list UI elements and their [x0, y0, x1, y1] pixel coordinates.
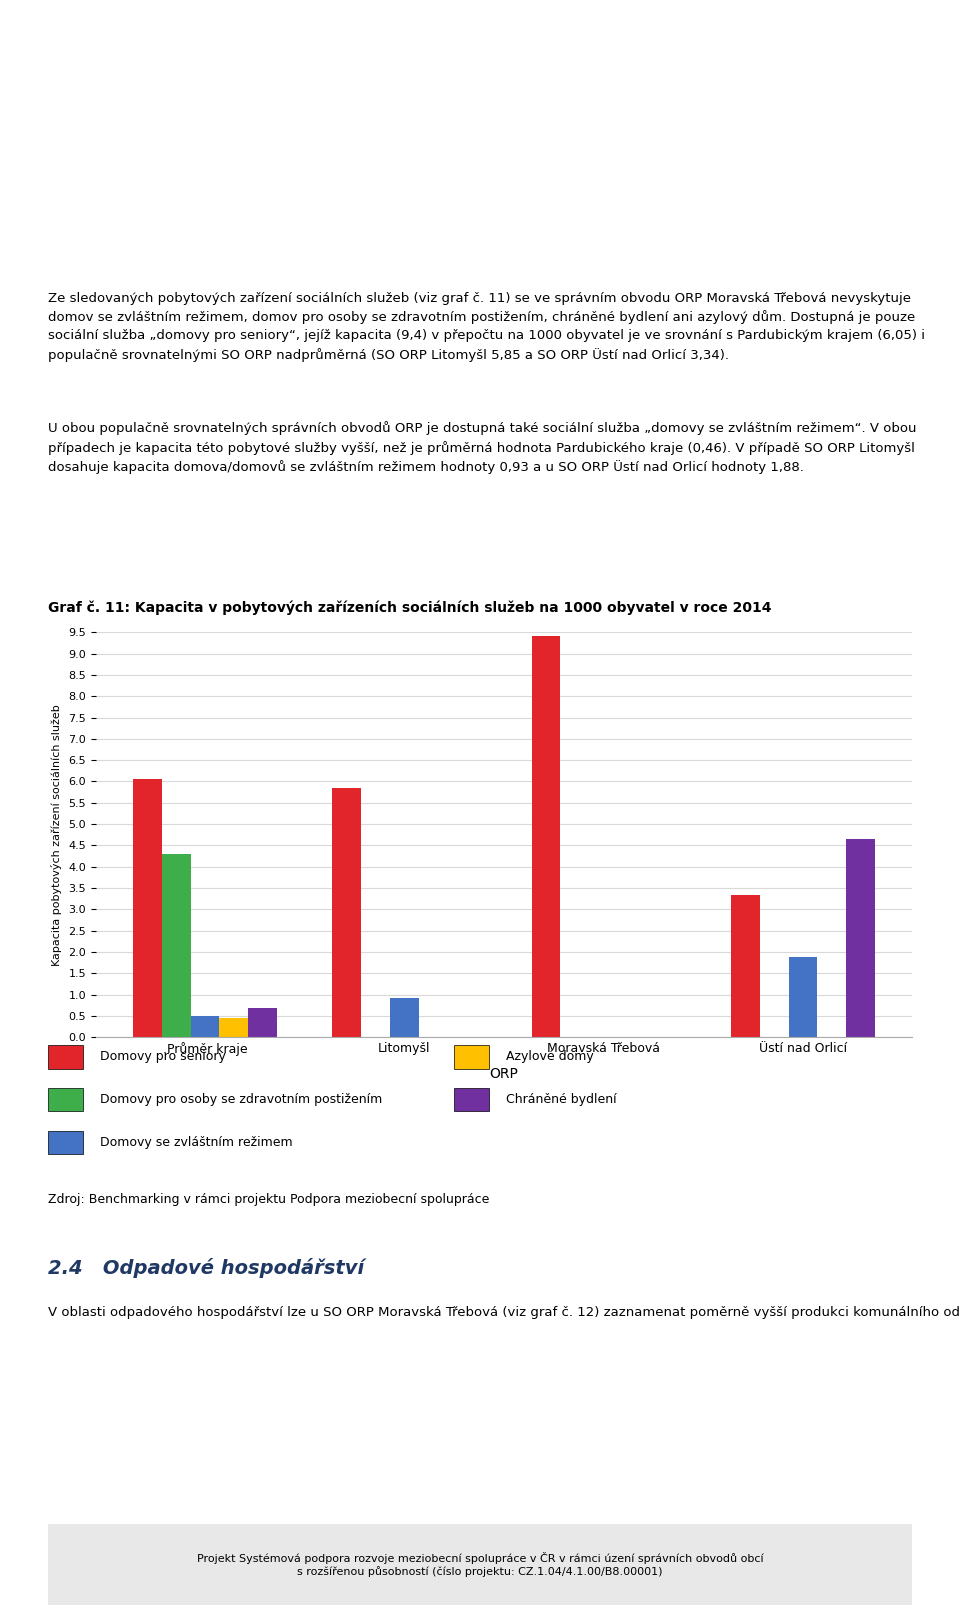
Text: Graf č. 11: Kapacita v pobytových zařízeních sociálních služeb na 1000 obyvatel : Graf č. 11: Kapacita v pobytových zaříze…: [48, 601, 772, 614]
Bar: [332, 788, 361, 1037]
Bar: [133, 780, 162, 1037]
Text: Domovy pro osoby se zdravotním postižením: Domovy pro osoby se zdravotním postižení…: [100, 1093, 382, 1106]
Text: 2.4   Odpadové hospodářství: 2.4 Odpadové hospodářství: [48, 1258, 364, 1279]
Bar: [191, 1016, 220, 1037]
FancyBboxPatch shape: [454, 1088, 489, 1112]
X-axis label: ORP: ORP: [490, 1067, 518, 1081]
Text: Domovy pro seniory: Domovy pro seniory: [100, 1050, 226, 1063]
Bar: [390, 999, 419, 1037]
Text: Azylové domy: Azylové domy: [506, 1050, 593, 1063]
Text: Chráněné bydlení: Chráněné bydlení: [506, 1093, 616, 1106]
FancyBboxPatch shape: [48, 1088, 83, 1112]
FancyBboxPatch shape: [48, 1131, 83, 1154]
Bar: [731, 895, 759, 1037]
Text: Zdroj: Benchmarking v rámci projektu Podpora meziobecní spolupráce: Zdroj: Benchmarking v rámci projektu Pod…: [48, 1193, 490, 1206]
Bar: [532, 637, 561, 1037]
FancyBboxPatch shape: [454, 1046, 489, 1068]
FancyBboxPatch shape: [48, 1524, 912, 1605]
FancyBboxPatch shape: [48, 1046, 83, 1068]
Text: U obou populačně srovnatelných správních obvodů ORP je dostupná také sociální sl: U obou populačně srovnatelných správních…: [48, 421, 917, 475]
Text: Domovy se zvláštním režimem: Domovy se zvláštním režimem: [100, 1136, 293, 1149]
Bar: [846, 840, 875, 1037]
Bar: [220, 1018, 249, 1037]
Bar: [249, 1008, 277, 1037]
Text: Ze sledovaných pobytových zařízení sociálních služeb (viz graf č. 11) se ve sprá: Ze sledovaných pobytových zařízení sociá…: [48, 292, 925, 361]
Text: V oblasti odpadového hospodářství lze u SO ORP Moravská Třebová (viz graf č. 12): V oblasti odpadového hospodářství lze u …: [48, 1305, 960, 1319]
Bar: [788, 958, 817, 1037]
Bar: [162, 854, 191, 1037]
Y-axis label: Kapacita pobytových zařízení sociálních služeb: Kapacita pobytových zařízení sociálních …: [51, 704, 61, 966]
Text: Projekt Systémová podpora rozvoje meziobecní spolupráce v ČR v rámci úzení správ: Projekt Systémová podpora rozvoje meziob…: [197, 1551, 763, 1577]
